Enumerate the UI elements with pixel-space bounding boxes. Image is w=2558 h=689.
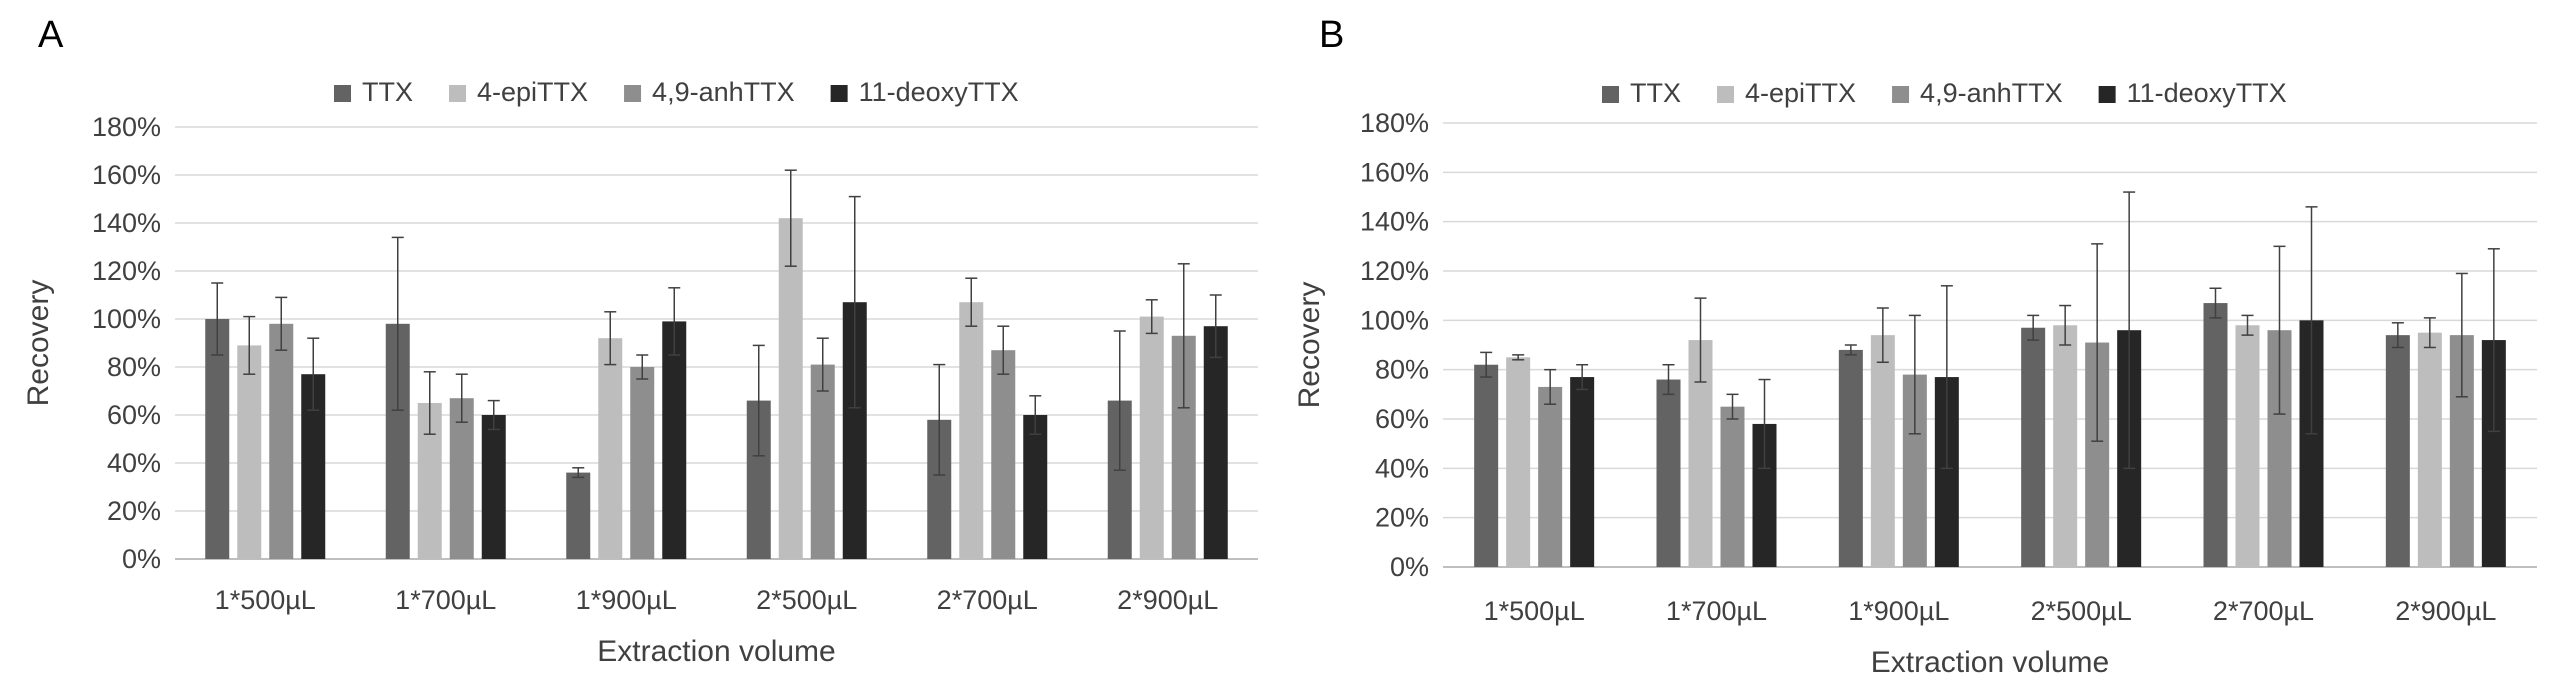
- bar: [2385, 335, 2410, 567]
- bar: [778, 218, 803, 559]
- bar: [1474, 364, 1499, 567]
- legend-swatch: [830, 85, 848, 102]
- y-tick-label: 180%: [92, 112, 161, 142]
- chart-a-svg: 0% 20% 40% 60% 80% 100% 120% 140% 160% 180% 1*500µ…: [22, 77, 1258, 668]
- x-axis-title: Extraction volume: [597, 635, 835, 668]
- y-tick-label: 0%: [1390, 552, 1429, 582]
- y-axis-title: Recovery: [1293, 282, 1326, 409]
- bar: [662, 321, 687, 559]
- bar: [1538, 386, 1563, 567]
- x-tick-label: 2*900µL: [1117, 585, 1218, 615]
- legend-swatch: [624, 85, 642, 102]
- legend-label: 4-epiTTX: [1745, 78, 1856, 108]
- y-tick-label: 120%: [92, 256, 161, 286]
- y-tick-label: 180%: [1360, 108, 1429, 138]
- chart-panel-b: B 0% 20% 40% 60% 80% 100% 120% 140% 160% 180% 1*50…: [1279, 0, 2558, 689]
- bar: [1870, 335, 1895, 567]
- y-tick-label: 60%: [1375, 404, 1429, 434]
- bar: [449, 398, 474, 559]
- y-tick-label: 140%: [1360, 207, 1429, 237]
- y-tick-label: 20%: [1375, 503, 1429, 533]
- bar: [959, 302, 984, 559]
- bar: [810, 364, 835, 559]
- bar: [2021, 327, 2046, 567]
- legend-swatch: [1892, 86, 1910, 103]
- chart-panel-a: A 0% 20% 40% 60% 80% 100% 120% 140% 160% 180% 1*50…: [22, 14, 1258, 668]
- bar: [1023, 415, 1048, 559]
- y-tick-label: 20%: [107, 496, 161, 526]
- legend-label: 4-epiTTX: [477, 77, 588, 107]
- bar: [481, 415, 506, 559]
- bar: [1656, 379, 1681, 567]
- legend-label: 4,9-anhTTX: [1920, 78, 2063, 108]
- x-tick-label: 2*900µL: [2395, 596, 2496, 626]
- x-axis-title: Extraction volume: [1871, 646, 2109, 679]
- legend-swatch: [2098, 86, 2116, 103]
- legend-swatch: [1717, 86, 1734, 103]
- legend-label: TTX: [362, 77, 413, 107]
- x-tick-label: 2*700µL: [2213, 596, 2314, 626]
- y-tick-label: 100%: [1360, 305, 1429, 335]
- legend-swatch: [449, 85, 466, 102]
- x-tick-label: 1*900µL: [576, 585, 677, 615]
- y-tick-label: 120%: [1360, 256, 1429, 286]
- x-tick-label: 2*500µL: [756, 585, 857, 615]
- y-tick-label: 80%: [1375, 355, 1429, 385]
- bar: [1720, 406, 1745, 567]
- y-tick-label: 100%: [92, 304, 161, 334]
- bar: [1838, 349, 1863, 567]
- bar: [205, 319, 230, 559]
- y-tick-label: 40%: [107, 448, 161, 478]
- bar: [2053, 325, 2078, 567]
- legend-label: 11-deoxyTTX: [2127, 78, 2287, 108]
- x-tick-label: 1*500µL: [1484, 596, 1585, 626]
- x-tick-label: 2*500µL: [2031, 596, 2132, 626]
- legend-label: 11-deoxyTTX: [859, 77, 1019, 107]
- y-tick-label: 140%: [92, 208, 161, 238]
- bar: [2235, 325, 2260, 567]
- x-tick-label: 2*700µL: [937, 585, 1038, 615]
- panel-label-b: B: [1319, 14, 1345, 56]
- legend-label: 4,9-anhTTX: [652, 77, 795, 107]
- panel-label-a: A: [38, 14, 64, 56]
- y-tick-label: 160%: [1360, 157, 1429, 187]
- chart-b-svg: 0% 20% 40% 60% 80% 100% 120% 140% 160% 180% 1*500µ…: [1293, 78, 2537, 679]
- y-tick-label: 0%: [122, 544, 161, 574]
- x-tick-label: 1*900µL: [1848, 596, 1949, 626]
- bar: [566, 472, 591, 559]
- legend-swatch: [334, 85, 351, 102]
- bar: [991, 350, 1016, 559]
- y-tick-label: 160%: [92, 160, 161, 190]
- bar: [1570, 377, 1595, 567]
- bar: [598, 338, 623, 559]
- legend-swatch: [1602, 86, 1619, 103]
- x-tick-label: 1*500µL: [215, 585, 316, 615]
- y-axis-title: Recovery: [22, 280, 55, 407]
- bar: [2203, 303, 2228, 567]
- bar: [269, 323, 294, 559]
- x-tick-label: 1*700µL: [1666, 596, 1767, 626]
- bar: [2417, 332, 2442, 567]
- bar: [1139, 316, 1164, 559]
- bar: [1506, 357, 1531, 567]
- y-tick-label: 80%: [107, 352, 161, 382]
- bar: [237, 345, 262, 559]
- x-tick-label: 1*700µL: [395, 585, 496, 615]
- y-tick-label: 60%: [107, 400, 161, 430]
- y-tick-label: 40%: [1375, 453, 1429, 483]
- legend-label: TTX: [1630, 78, 1681, 108]
- bar: [1203, 326, 1228, 559]
- bar: [630, 367, 655, 559]
